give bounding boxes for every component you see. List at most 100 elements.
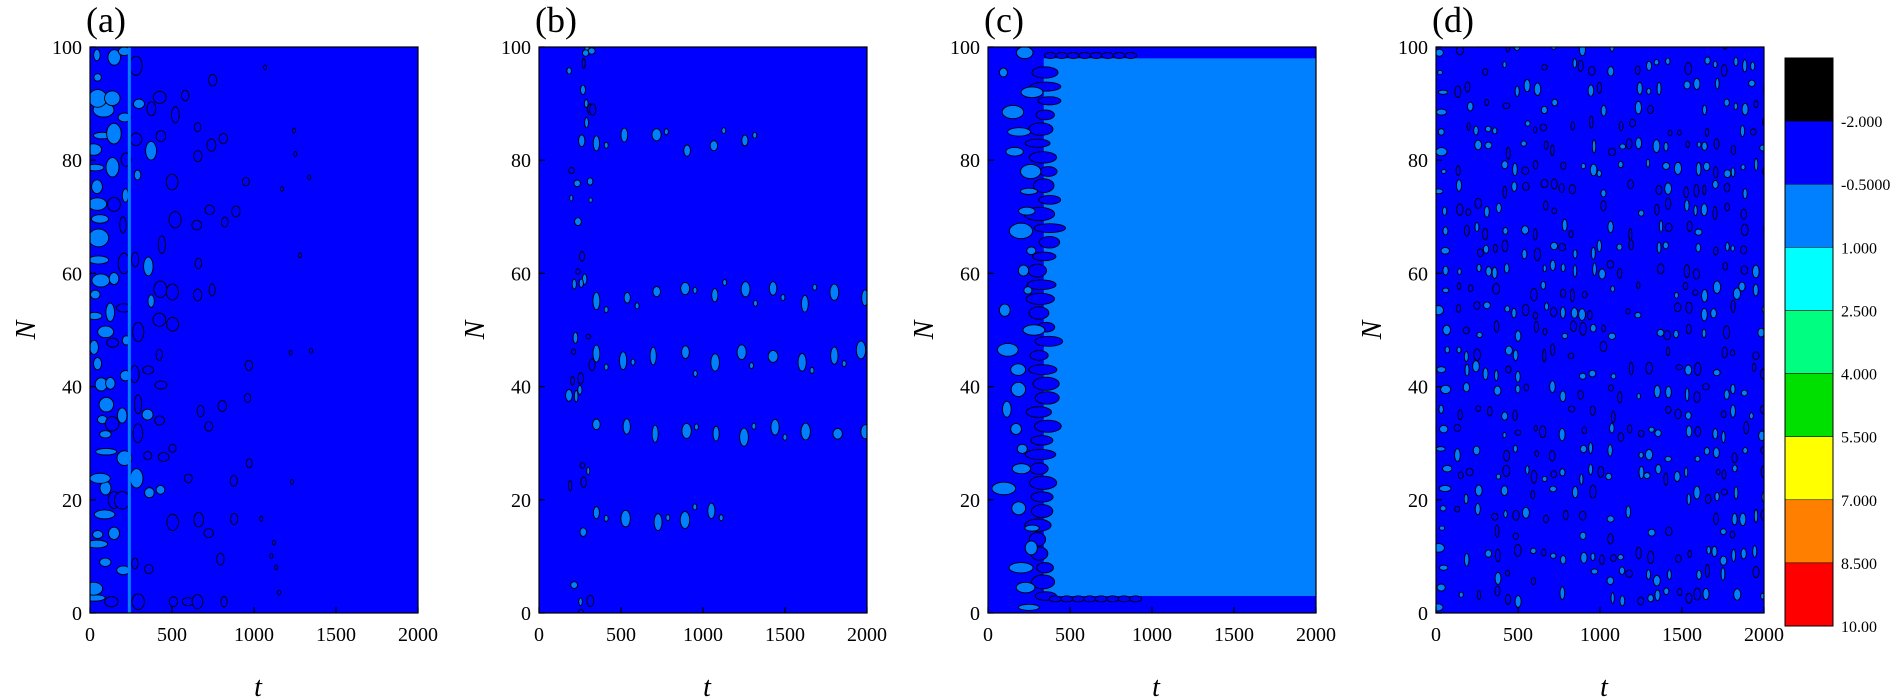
contour-patch [1463,224,1470,237]
contour-patch [204,421,214,432]
contour-patch [1628,228,1633,241]
contour-patch [204,204,215,216]
contour-patch [1667,569,1672,580]
contour-patch [1648,39,1652,46]
contour-patch [1693,485,1701,500]
contour-patch [1591,139,1597,154]
contour-patch [1636,393,1641,400]
contour-patch [1580,551,1588,564]
contour-patch [1628,362,1634,376]
contour-patch [191,594,204,610]
contour-patch [829,283,840,301]
panel-label: (b) [535,0,577,40]
contour-patch [93,509,116,520]
plot-area [988,47,1316,613]
contour-patch [1462,326,1470,335]
contour-patch [1442,265,1449,276]
contour-patch [1551,207,1558,215]
contour-patch [1512,409,1518,422]
contour-patch [90,214,109,224]
contour-patch [1702,383,1710,391]
contour-patch [1559,586,1566,600]
contour-patch [1549,259,1556,271]
contour-patch [569,194,574,202]
contour-patch [652,286,661,298]
contour-patch [1654,589,1661,602]
contour-patch [129,55,143,76]
contour-patch [1540,38,1547,45]
contour-patch [797,353,807,372]
contour-patch [107,196,121,212]
contour-patch [1696,569,1702,580]
contour-patch [1607,533,1614,545]
contour-patch [309,347,314,354]
contour-patch [869,350,873,356]
contour-patch [1753,509,1759,523]
contour-patch [105,302,116,322]
contour-patch [1694,455,1701,462]
contour-patch [634,302,640,310]
contour-patch [1008,222,1033,240]
y-tick-label: 80 [62,150,82,172]
x-tick-label: 0 [983,624,993,646]
contour-patch [1512,444,1518,453]
contour-patch [108,272,120,286]
contour-patch [1515,384,1521,394]
contour-patch [1712,447,1720,459]
contour-patch [1609,423,1615,434]
contour-patch [1562,509,1569,521]
contour-patch [1733,102,1739,111]
contour-patch [1733,56,1739,67]
contour-patch [1474,197,1482,209]
contour-patch [998,303,1011,317]
contour-patch [1606,515,1615,523]
contour-patch [1542,349,1547,363]
contour-patch [1523,79,1531,93]
contour-patch [1740,265,1749,275]
contour-patch [1758,430,1764,442]
contour-patch [722,279,728,286]
contour-patch [183,473,193,484]
contour-patch [1514,595,1522,608]
contour-patch [1129,595,1143,603]
colorbar-segment [1784,310,1834,374]
contour-patch [1559,288,1567,298]
contour-patch [1645,60,1653,71]
contour-patch [1739,245,1748,255]
contour-patch [800,295,809,313]
contour-patch [1721,431,1726,444]
contour-patch [1474,502,1481,516]
contour-patch [1010,381,1027,397]
contour-patch [579,527,587,537]
contour-patch [1712,206,1718,221]
contour-patch [1034,391,1060,405]
contour-patch [1610,554,1617,563]
contour-patch [90,594,106,602]
contour-patch [1607,444,1613,457]
contour-patch [1637,429,1645,438]
contour-patch [1466,122,1471,131]
contour-patch [1533,424,1538,432]
contour-patch [1590,246,1596,260]
contour-patch [1501,411,1509,421]
contour-patch [1502,102,1511,110]
contour-patch [1581,290,1588,299]
contour-patch [90,472,111,484]
contour-patch [1511,181,1518,192]
contour-patch [1543,514,1549,524]
contour-patch [683,144,691,157]
contour-patch [578,597,583,607]
contour-patch [1559,390,1567,403]
contour-patch [1071,595,1085,603]
contour-patch [1493,385,1502,396]
contour-patch [1617,160,1624,169]
contour-patch [1701,328,1707,338]
contour-patch [709,140,719,152]
contour-patch [588,358,596,372]
contour-patch [651,128,662,142]
contour-patch [1750,61,1756,71]
contour-patch [147,294,155,308]
contour-patch [679,511,691,529]
contour-patch [1505,569,1511,577]
contour-patch [1753,158,1759,172]
